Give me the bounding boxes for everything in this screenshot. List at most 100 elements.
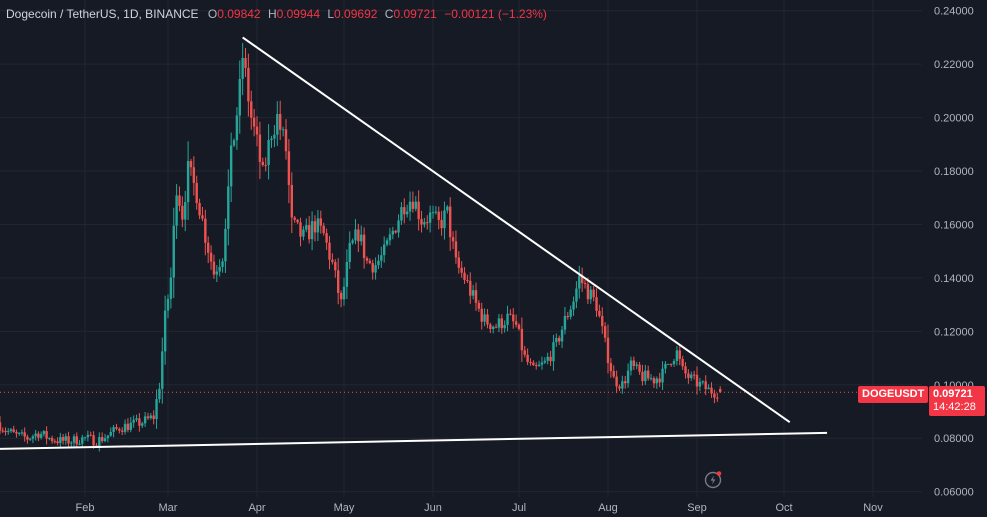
candle-body <box>244 57 247 68</box>
last-price-box: 0.09721 14:42:28 <box>929 386 985 416</box>
legend-change: −0.00121 (−1.23%) <box>444 7 547 21</box>
candle-body <box>50 438 54 442</box>
candle-body <box>580 275 584 284</box>
candle-body <box>296 219 299 223</box>
candle-body <box>506 313 509 325</box>
candle-body <box>98 436 101 447</box>
candle-body <box>149 415 153 419</box>
candle-body <box>572 301 575 310</box>
time-tick-label: Sep <box>687 502 707 514</box>
candle-body <box>232 140 236 146</box>
candle-body <box>437 211 440 220</box>
candle-body <box>494 326 498 328</box>
candle-body <box>250 101 253 118</box>
time-tick-label: May <box>334 502 355 514</box>
candle-body <box>209 252 213 262</box>
candle-body <box>391 230 395 235</box>
candle-body <box>523 350 526 355</box>
candle-body <box>178 195 181 206</box>
candle-body <box>497 318 501 328</box>
price-tick-label: 0.18000 <box>934 166 974 178</box>
trendlines[interactable] <box>0 36 828 450</box>
candle-body <box>123 423 127 432</box>
candle-body <box>612 371 615 377</box>
candle-body <box>1 430 4 432</box>
candle-body <box>348 242 351 262</box>
candle-body <box>474 290 478 303</box>
candle-body <box>206 242 210 253</box>
candle-body <box>552 342 555 362</box>
candle-body <box>641 371 644 382</box>
candle-body <box>20 432 24 434</box>
candle-body <box>273 134 276 139</box>
candle-body <box>267 140 270 166</box>
candle-body <box>181 205 184 220</box>
candle-body <box>152 415 155 420</box>
price-tick-label: 0.06000 <box>934 487 974 499</box>
grid-lines <box>0 0 922 497</box>
candle-body <box>583 283 587 285</box>
candle-body <box>305 225 308 230</box>
candle-body <box>692 374 696 376</box>
candle-body <box>132 419 135 423</box>
trendline <box>0 431 828 450</box>
candle-body <box>517 324 521 329</box>
candle-body <box>339 292 343 300</box>
last-price-value: 0.09721 <box>933 388 973 400</box>
candle-body <box>75 436 78 445</box>
price-tick-label: 0.12000 <box>934 326 974 338</box>
candle-body <box>276 113 279 135</box>
candle-body <box>100 436 104 442</box>
candle-body <box>0 422 2 431</box>
candle-body <box>37 433 40 438</box>
candle-body <box>328 242 331 260</box>
candle-body <box>299 222 302 237</box>
candle-body <box>360 234 363 242</box>
candle-body <box>284 129 288 152</box>
symbol-legend: Dogecoin / TetherUS, 1D, BINANCE O0.0984… <box>6 7 551 21</box>
candle-body <box>34 433 37 437</box>
candle-body <box>400 207 403 221</box>
legend-close-label: C <box>384 7 394 21</box>
candle-body <box>141 423 144 426</box>
replay-icon[interactable] <box>703 470 723 490</box>
candle-body <box>549 356 552 362</box>
candle-body <box>440 219 443 229</box>
candle-body <box>365 258 369 261</box>
candle-body <box>434 211 438 213</box>
candle-body <box>9 429 13 432</box>
candle-body <box>26 436 29 440</box>
candle-body <box>710 387 713 394</box>
candle-body <box>302 229 305 237</box>
candle-body <box>417 201 420 220</box>
candle-body <box>719 388 722 393</box>
candle-body <box>112 427 115 433</box>
candle-body <box>566 315 570 317</box>
candle-body <box>716 397 719 399</box>
time-axis[interactable]: Feb Mar Apr May Jun Jul Aug Sep Oct Nov <box>76 502 884 514</box>
candle-body <box>675 350 679 362</box>
price-axis[interactable]: 0.060000.080000.100000.120000.140000.160… <box>934 6 974 499</box>
candle-body <box>83 437 87 439</box>
candle-body <box>649 378 653 380</box>
candle-body <box>235 115 239 141</box>
candle-body <box>652 378 656 384</box>
price-tick-label: 0.20000 <box>934 113 974 125</box>
candle-body <box>543 360 547 363</box>
candle-body <box>446 206 449 211</box>
candle-body <box>158 388 161 400</box>
legend-high-label: H <box>267 7 277 21</box>
candle-body <box>106 435 110 439</box>
candle-body <box>586 284 590 300</box>
candle-body <box>380 255 383 261</box>
candle-body <box>172 225 175 278</box>
candle-body <box>678 350 681 359</box>
time-tick-label: Oct <box>775 502 792 514</box>
candle-body <box>695 374 699 387</box>
candle-body <box>115 427 118 429</box>
candle-body <box>520 328 524 351</box>
symbol-price-tag: DOGEUSDT <box>858 386 929 403</box>
candle-body <box>629 360 633 371</box>
candle-body <box>316 218 320 233</box>
